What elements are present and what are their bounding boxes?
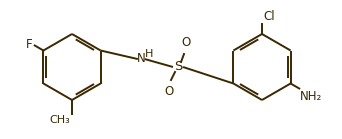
Text: NH₂: NH₂ (300, 90, 323, 102)
Text: O: O (181, 36, 190, 49)
Text: H: H (145, 49, 154, 59)
Text: O: O (165, 85, 174, 98)
Text: S: S (174, 60, 182, 73)
Text: F: F (26, 38, 33, 51)
Text: CH₃: CH₃ (49, 115, 70, 125)
Text: N: N (136, 52, 145, 65)
Text: Cl: Cl (263, 10, 275, 23)
